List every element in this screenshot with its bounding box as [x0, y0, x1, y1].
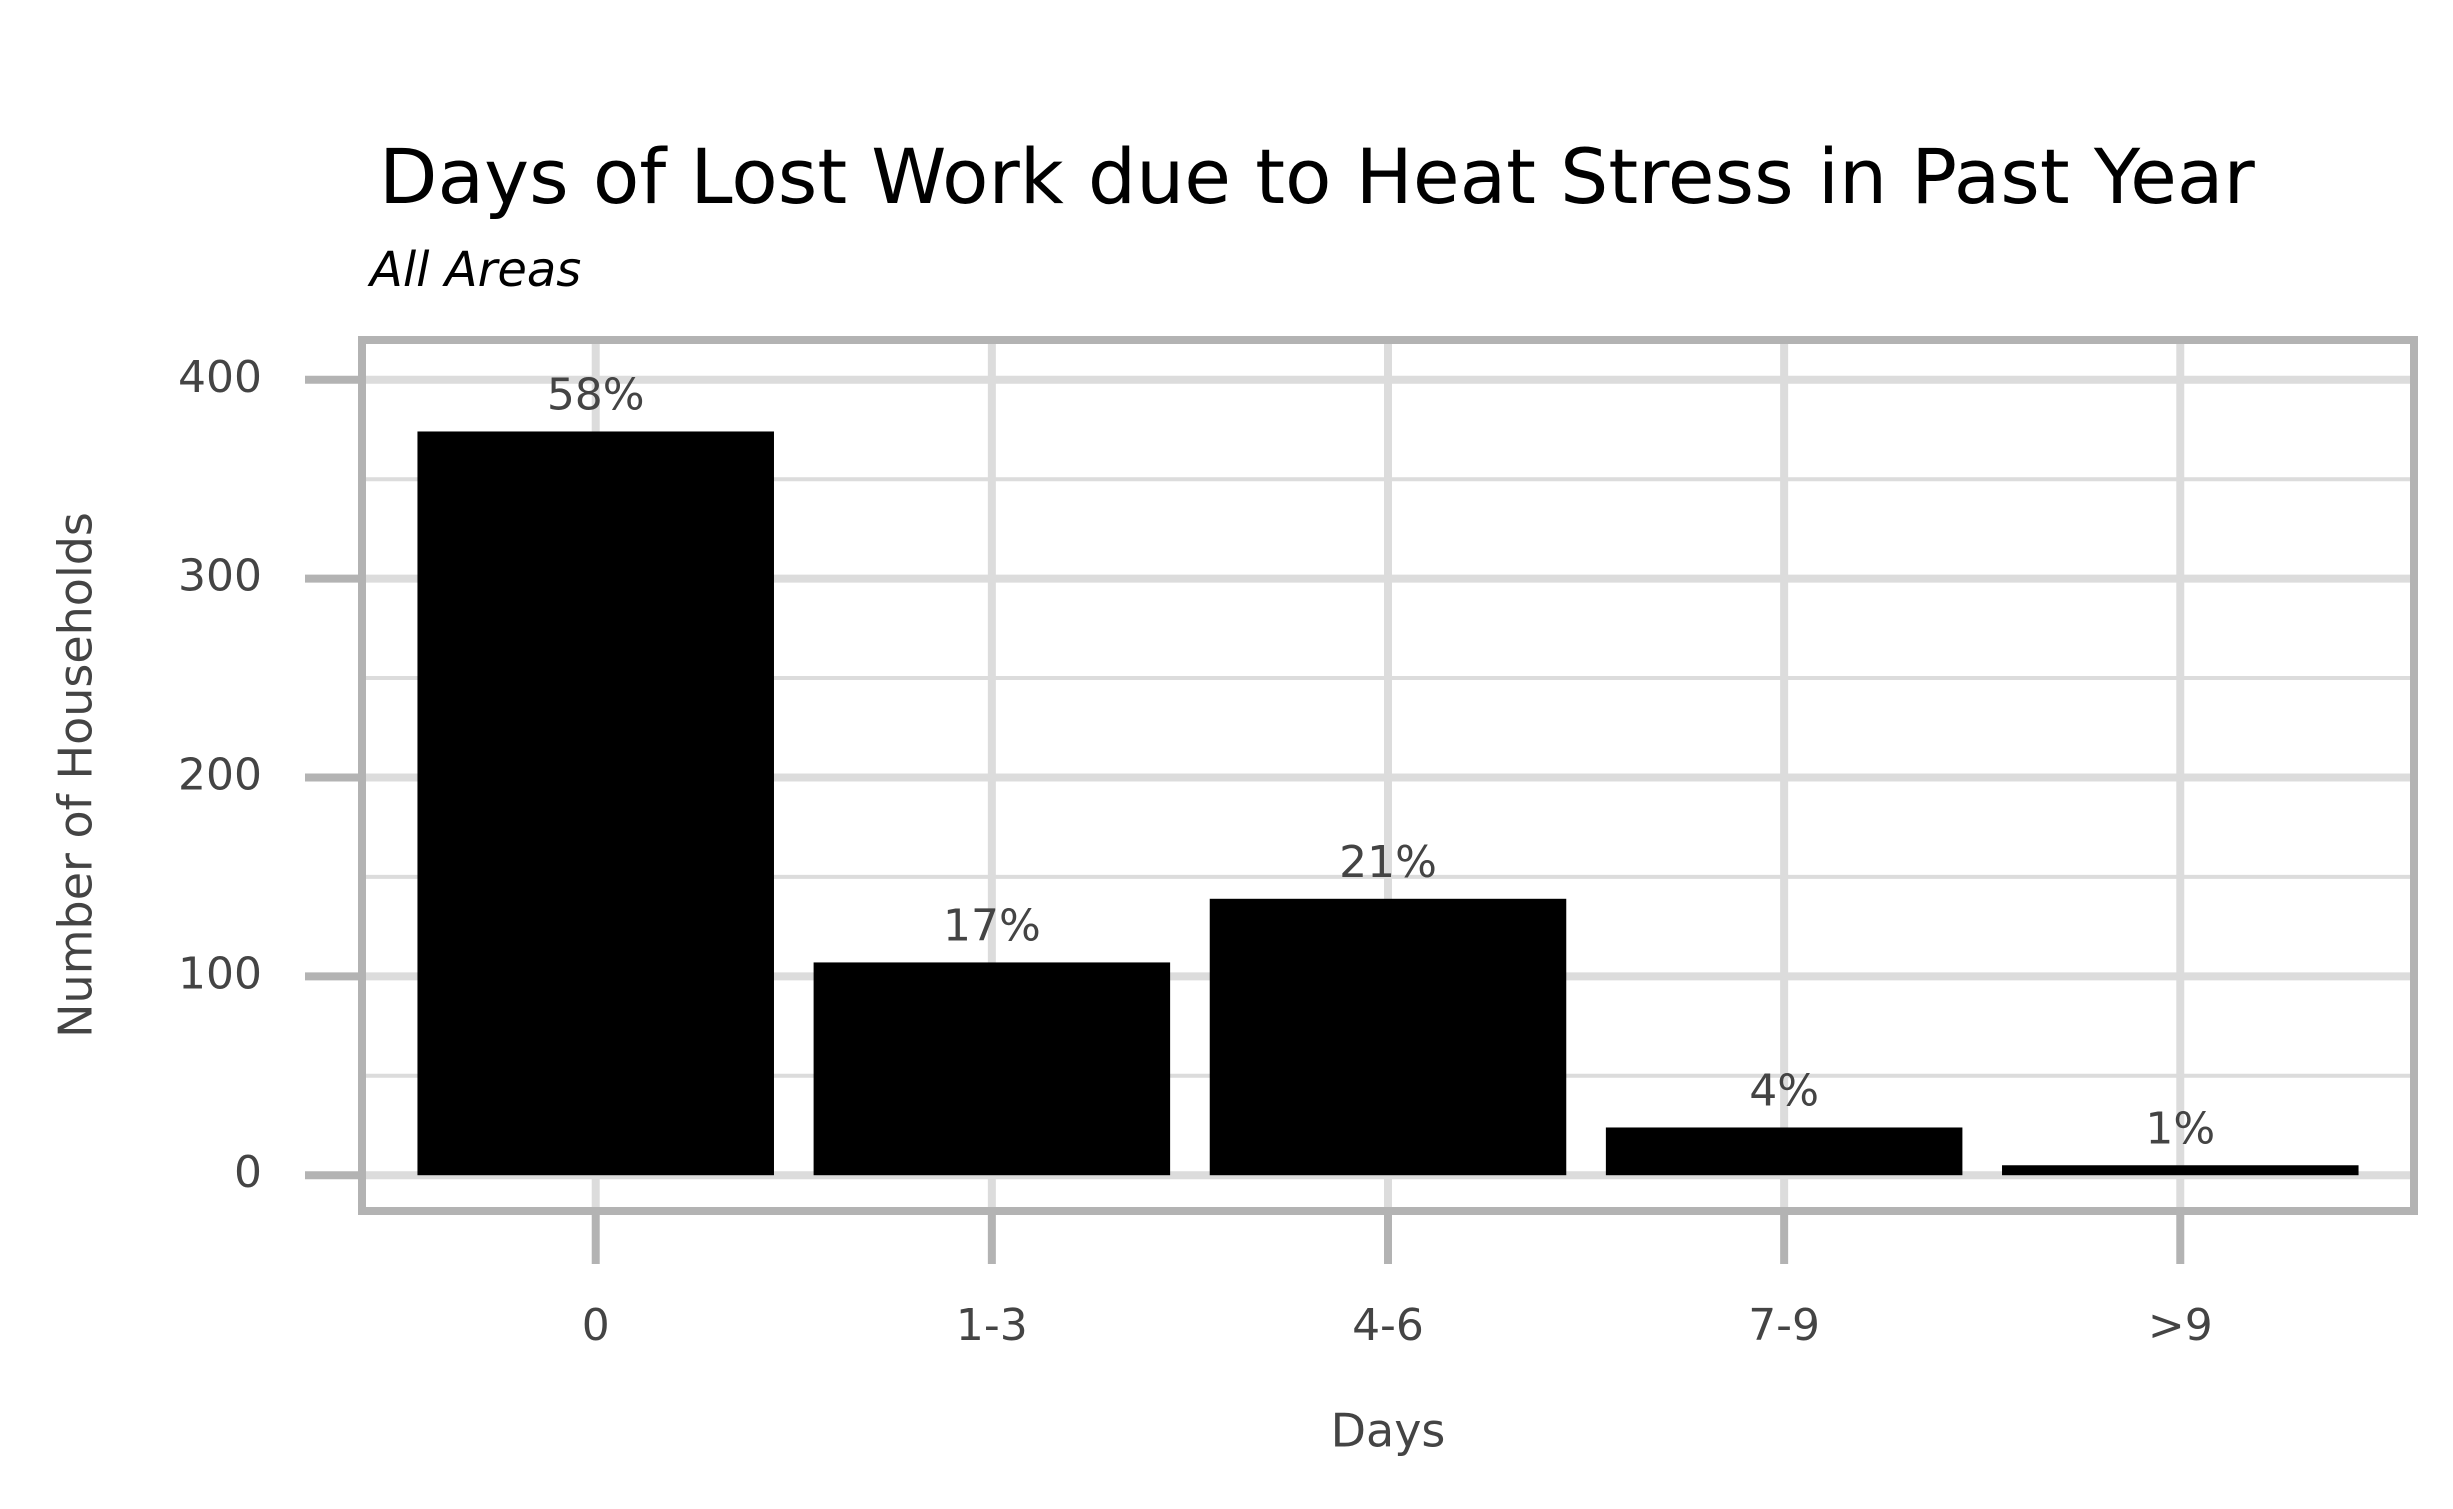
y-tick-label: 200	[178, 749, 262, 800]
chart-title: Days of Lost Work due to Heat Stress in …	[379, 132, 2255, 221]
y-tick-label: 100	[178, 948, 262, 999]
bar	[1605, 1127, 1963, 1176]
bar	[2002, 1165, 2359, 1176]
x-axis-title: Days	[1331, 1404, 1446, 1458]
value-label: 58%	[547, 369, 645, 420]
y-tick-label: 0	[234, 1147, 262, 1198]
value-label: 1%	[2145, 1103, 2215, 1154]
x-tick-label: >9	[2148, 1300, 2213, 1351]
value-label: 21%	[1339, 837, 1437, 888]
y-axis-title: Number of Households	[49, 512, 103, 1038]
bar	[813, 962, 1171, 1176]
panel-border	[358, 336, 2418, 1215]
value-label: 4%	[1749, 1065, 1819, 1116]
x-tick-label: 4-6	[1352, 1300, 1424, 1351]
bar	[1209, 898, 1567, 1176]
x-tick-label: 1-3	[956, 1300, 1028, 1351]
y-tick-label: 400	[178, 352, 262, 403]
bar	[417, 431, 774, 1176]
y-tick-label: 300	[178, 551, 262, 602]
value-label: 17%	[943, 900, 1041, 951]
x-tick-label: 0	[582, 1300, 610, 1351]
x-tick-label: 7-9	[1748, 1300, 1820, 1351]
chart-subtitle: All Areas	[367, 242, 581, 298]
